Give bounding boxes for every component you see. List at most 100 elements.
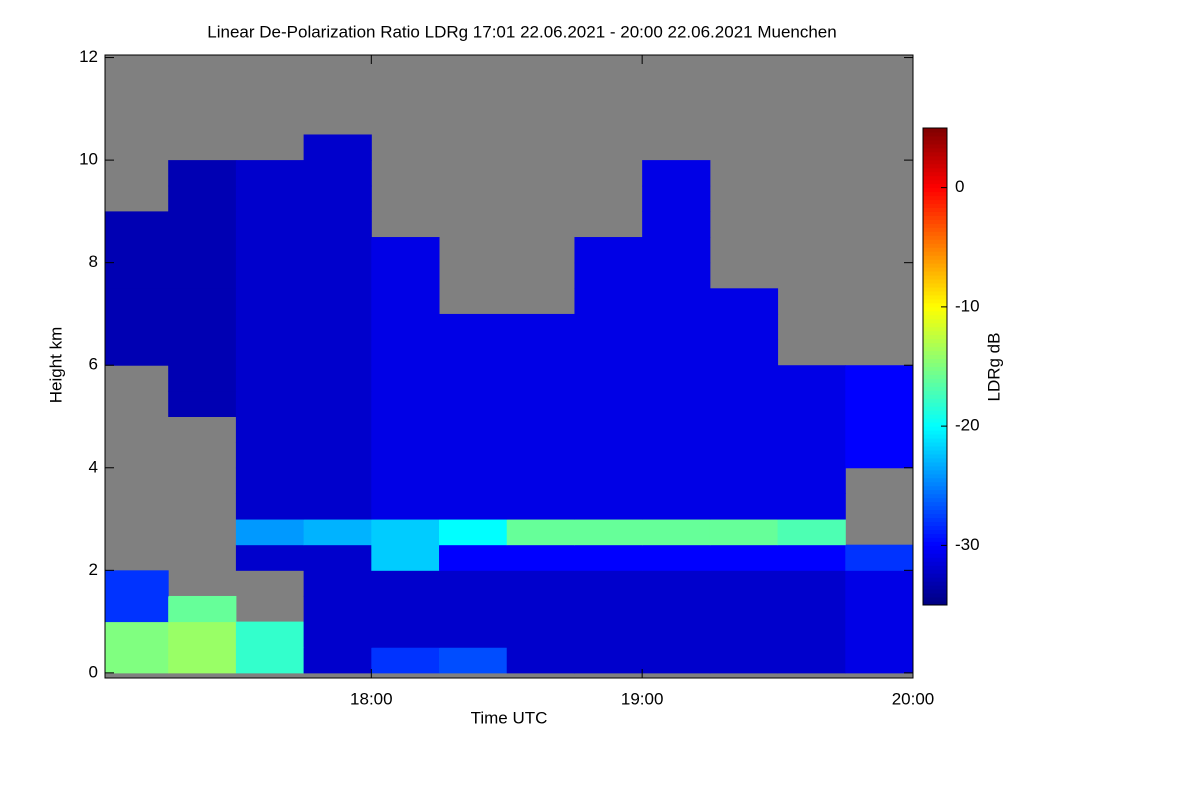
heatmap-cell — [574, 519, 643, 546]
colorbar-segment — [923, 505, 947, 511]
colorbar-segment — [923, 446, 947, 451]
x-axis-label: Time UTC — [471, 708, 548, 727]
colorbar-segment — [923, 346, 947, 352]
colorbar-segment — [923, 465, 947, 471]
heatmap-cell — [303, 134, 372, 161]
colorbar-segment — [923, 227, 947, 232]
colorbar-tick-label: 0 — [955, 177, 964, 196]
heatmap-cell — [439, 519, 508, 546]
colorbar-segment — [923, 553, 947, 558]
heatmap-cell — [574, 288, 643, 315]
heatmap-cell — [709, 570, 779, 597]
heatmap-cell — [168, 339, 237, 366]
heatmap-cell — [506, 339, 575, 366]
y-tick-label: 12 — [79, 47, 98, 66]
heatmap-cell — [371, 595, 440, 623]
colorbar-segment — [923, 354, 947, 360]
colorbar-segment — [923, 410, 947, 415]
colorbar-segment — [923, 223, 947, 228]
heatmap-cell — [642, 570, 711, 597]
heatmap-cell — [303, 570, 372, 597]
colorbar-segment — [923, 195, 947, 201]
heatmap-cell — [303, 237, 372, 264]
colorbar-segment — [923, 449, 947, 455]
heatmap-cell — [235, 544, 305, 571]
heatmap-cell — [642, 339, 711, 366]
colorbar-segment — [923, 569, 947, 574]
y-tick-label: 4 — [89, 457, 98, 476]
heatmap-cell — [642, 262, 711, 289]
colorbar-segment — [923, 485, 947, 491]
heatmap-cell — [642, 621, 711, 648]
heatmap-cell — [168, 160, 237, 187]
heatmap-cell — [439, 493, 508, 520]
colorbar-segment — [923, 418, 947, 423]
y-tick-label: 2 — [89, 560, 98, 579]
colorbar-segment — [923, 219, 947, 224]
heatmap-cell — [371, 621, 440, 648]
colorbar-segment — [923, 275, 947, 280]
y-axis-label: Height km — [46, 327, 65, 404]
heatmap-cell — [845, 442, 914, 469]
colorbar-segment — [923, 211, 947, 216]
colorbar-segment — [923, 342, 947, 348]
heatmap-cell — [642, 390, 711, 417]
heatmap-cell — [235, 160, 305, 187]
colorbar-segment — [923, 326, 947, 332]
colorbar-segment — [923, 501, 947, 507]
heatmap-cell — [845, 544, 914, 571]
colorbar-segment — [923, 533, 947, 538]
colorbar-label: LDRg dB — [984, 333, 1003, 402]
colorbar-segment — [923, 561, 947, 566]
colorbar-segment — [923, 477, 947, 483]
colorbar-segment — [923, 231, 947, 236]
heatmap-cell — [506, 647, 575, 674]
colorbar-segment — [923, 406, 947, 411]
heatmap-cell — [777, 442, 846, 469]
heatmap-cell — [303, 647, 372, 674]
heatmap-cell — [574, 467, 643, 494]
heatmap-cell — [709, 416, 779, 443]
colorbar-segment — [923, 183, 947, 189]
heatmap-cell — [709, 621, 779, 648]
colorbar-segment — [923, 453, 947, 459]
colorbar-segment — [923, 517, 947, 523]
heatmap-cell — [574, 339, 643, 366]
heatmap-cell — [168, 237, 237, 264]
colorbar-segment — [923, 350, 947, 356]
heatmap-cell — [439, 467, 508, 494]
colorbar-segment — [923, 581, 947, 586]
colorbar-segment — [923, 489, 947, 495]
colorbar-segment — [923, 402, 947, 407]
colorbar-segment — [923, 163, 947, 169]
colorbar-segment — [923, 565, 947, 570]
colorbar-segment — [923, 398, 947, 403]
colorbar-segment — [923, 271, 947, 276]
heatmap-cell — [168, 211, 237, 238]
heatmap-cell — [371, 467, 440, 494]
colorbar-segment — [923, 386, 947, 391]
colorbar-segment — [923, 513, 947, 519]
colorbar-segment — [923, 306, 947, 312]
heatmap-cell — [168, 262, 237, 289]
heatmap-cell — [303, 519, 372, 546]
heatmap-cell — [642, 185, 711, 212]
colorbar-segment — [923, 191, 947, 197]
colorbar-segment — [923, 362, 947, 367]
heatmap-cell — [168, 185, 237, 212]
heatmap-cell — [642, 467, 711, 494]
heatmap-cell — [235, 365, 305, 392]
heatmap-cell — [574, 237, 643, 264]
colorbar-segment — [923, 322, 947, 328]
colorbar-segment — [923, 187, 947, 193]
heatmap-cell — [574, 365, 643, 392]
colorbar-segment — [923, 378, 947, 383]
heatmap-cell — [777, 570, 846, 597]
colorbar-segment — [923, 473, 947, 479]
y-tick-label: 6 — [89, 355, 98, 374]
heatmap-cell — [439, 365, 508, 392]
y-tick-label: 0 — [89, 662, 98, 681]
colorbar-segment — [923, 255, 947, 260]
colorbar-segment — [923, 541, 947, 546]
heatmap-cell — [845, 365, 914, 392]
